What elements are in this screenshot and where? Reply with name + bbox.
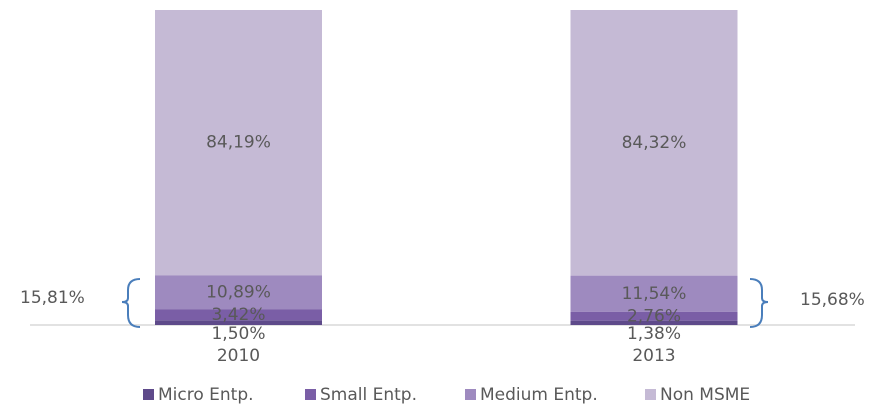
data-label: 84,19% (206, 133, 271, 153)
data-label: 84,32% (622, 133, 687, 153)
right-brace (749, 278, 769, 328)
bar-segment (155, 275, 322, 310)
bar-segment (570, 10, 738, 276)
bar-segment (155, 309, 322, 321)
left-brace (121, 278, 141, 328)
legend-swatch (465, 389, 476, 400)
data-label: 1,38% (627, 324, 681, 344)
legend-label: Non MSME (660, 385, 750, 405)
x-tick-label: 2010 (217, 346, 260, 366)
legend-swatch (645, 389, 656, 400)
bar-segment (155, 320, 322, 325)
data-label: 11,54% (622, 284, 687, 304)
data-label: 2,76% (627, 306, 681, 326)
legend-label: Small Entp. (320, 385, 417, 405)
legend-swatch (305, 389, 316, 400)
legend-label: Micro Entp. (158, 385, 254, 405)
x-tick-label: 2013 (632, 346, 675, 366)
bar-segment (155, 10, 322, 276)
bar-segment (570, 311, 738, 321)
annotation: 15,68% (800, 290, 865, 310)
data-label: 1,50% (211, 324, 265, 344)
bar-segment (570, 320, 738, 325)
legend-label: Medium Entp. (480, 385, 598, 405)
data-label: 10,89% (206, 282, 271, 302)
bar-segment (570, 275, 738, 312)
annotation: 15,81% (20, 288, 85, 308)
data-label: 3,42% (211, 305, 265, 325)
legend-swatch (143, 389, 154, 400)
